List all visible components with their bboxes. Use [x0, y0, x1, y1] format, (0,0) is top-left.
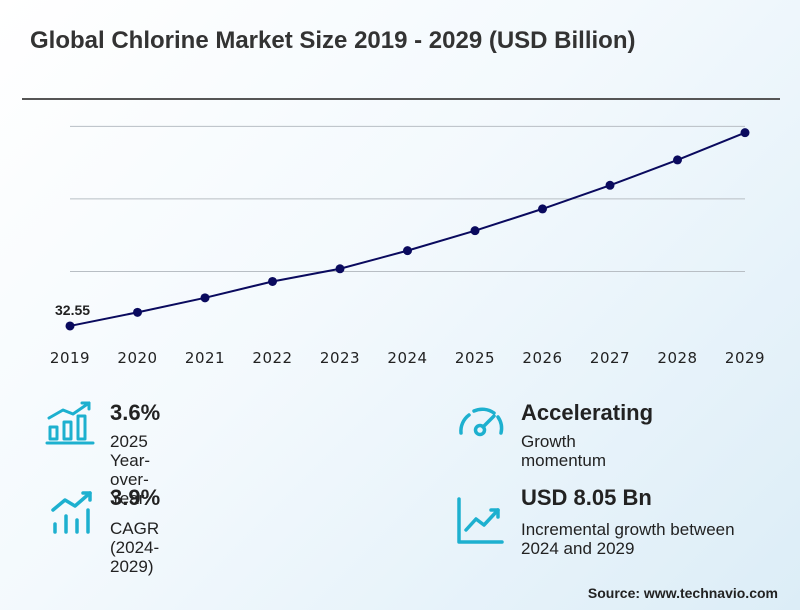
- x-tick-label: 2028: [657, 349, 697, 367]
- kpi-incremental-label: Incremental growth between 2024 and 2029: [521, 520, 735, 558]
- data-label: 32.55: [55, 302, 90, 318]
- data-point: [673, 155, 682, 165]
- x-tick-label: 2026: [522, 349, 562, 367]
- data-point: [65, 321, 75, 331]
- x-tick-label: 2024: [387, 349, 427, 367]
- kpi-cagr-label: CAGR (2024-2029): [110, 519, 160, 576]
- gauge-icon: [459, 407, 504, 437]
- data-point: [538, 204, 547, 214]
- chart-title: Global Chlorine Market Size 2019 - 2029 …: [30, 27, 636, 54]
- source-note: Source: www.technavio.com: [587, 585, 778, 601]
- kpi-momentum-label: Growth momentum: [521, 432, 607, 470]
- bar-chart-icon: [45, 401, 95, 445]
- x-tick-label: 2021: [185, 349, 225, 367]
- series-line: [69, 131, 746, 327]
- data-point: [740, 128, 750, 138]
- kpi-momentum-value: Accelerating: [521, 400, 654, 425]
- data-point: [268, 276, 277, 286]
- kpi-incremental-value: USD 8.05 Bn: [521, 485, 652, 510]
- x-tick-label: 2023: [320, 349, 360, 367]
- data-point: [605, 180, 615, 190]
- data-point: [335, 264, 345, 274]
- x-tick-label: 2029: [725, 349, 765, 367]
- title-divider: [22, 98, 780, 100]
- x-tick-label: 2022: [252, 349, 292, 367]
- data-point: [133, 307, 142, 317]
- data-point: [470, 226, 480, 236]
- line-chart: 2019 2020 2021 2022 2023 2024 2025 2026 2027 2028…: [50, 125, 765, 367]
- x-tick-label: 2027: [590, 349, 630, 367]
- kpi-yoy-value: 3.6%: [110, 400, 161, 425]
- data-point: [200, 293, 210, 303]
- trend-up-icon: [51, 491, 92, 534]
- data-point: [403, 246, 412, 256]
- line-growth-icon: [457, 497, 504, 544]
- kpi-cagr-value: 3.9%: [110, 485, 161, 510]
- x-tick-label: 2019: [50, 349, 90, 367]
- x-tick-label: 2020: [117, 349, 157, 367]
- kpi-yoy-label: 2025 Year-over-Year: [110, 432, 151, 508]
- x-tick-label: 2025: [455, 349, 495, 367]
